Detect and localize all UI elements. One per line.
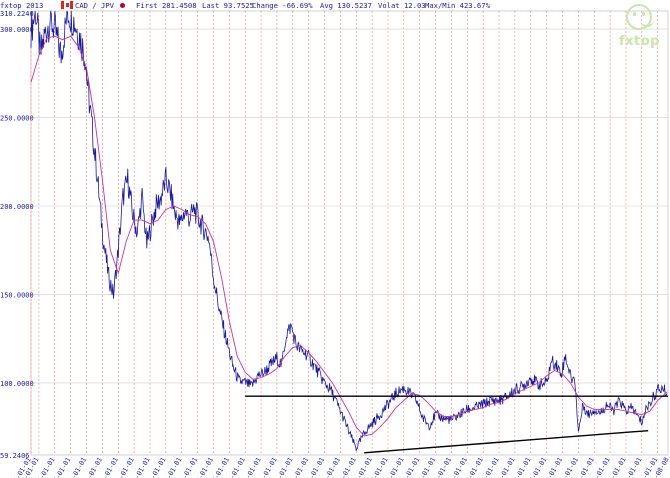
plot-frame [30, 10, 669, 456]
y-tick-label: 310.2240 [0, 10, 34, 18]
copyright-label: fxtop 2013 [0, 1, 44, 10]
canada-flag-icon [61, 1, 73, 9]
y-tick-label: 100.0000 [0, 380, 34, 388]
y-tick-label: 300.0000 [0, 26, 34, 34]
last-value: Last 93.7525 [202, 1, 254, 10]
y-tick-label: 150.0000 [0, 291, 34, 299]
currency-pair: CAD / JPV [75, 1, 114, 10]
price-line [30, 10, 668, 452]
volat-value: Volat 12.03 [378, 1, 426, 10]
avg-value: Avg 130.5237 [320, 1, 372, 10]
y-tick-label: 200.0000 [0, 203, 34, 211]
change-value: Change -66.69% [252, 1, 313, 10]
japan-flag-icon [116, 1, 128, 9]
max-min-value: Max/Min 423.67% [425, 1, 490, 10]
y-tick-label: 59.2406 [0, 452, 30, 460]
support-trend-line [364, 429, 649, 454]
fxtop-logo[interactable]: fxtop [619, 4, 667, 54]
moving-average-line [30, 35, 668, 437]
first-value: First 281.4508 [136, 1, 197, 10]
smiley-face-icon [626, 4, 654, 30]
y-tick-label: 250.0000 [0, 115, 34, 123]
logo-text: fxtop [619, 34, 660, 49]
